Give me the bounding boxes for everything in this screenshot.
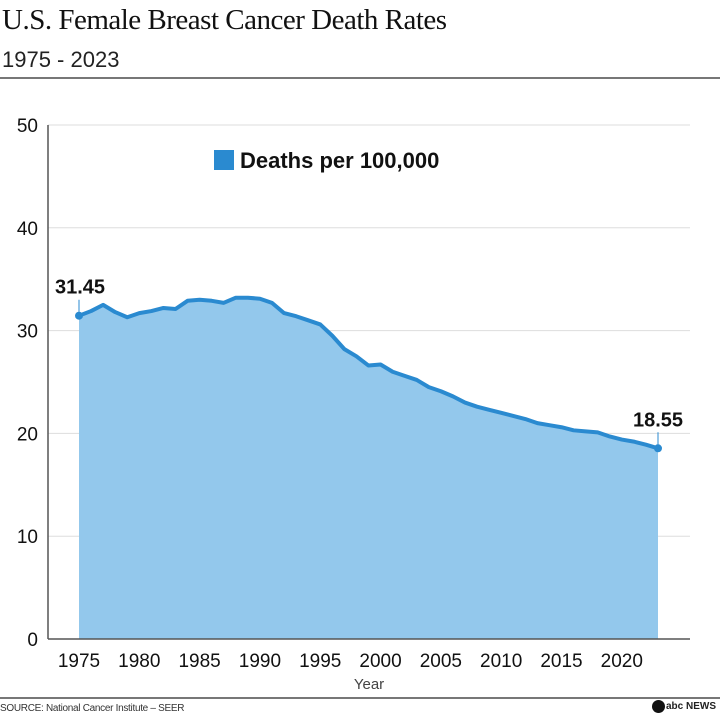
x-tick-label: 2020	[601, 651, 643, 672]
x-tick-label: 1990	[239, 651, 281, 672]
abc-news-logo: abc NEWS	[651, 700, 716, 713]
x-tick-label: 2005	[420, 651, 462, 672]
y-tick-label: 40	[17, 219, 38, 240]
annotation-point	[654, 444, 662, 453]
y-tick-label: 30	[17, 322, 38, 343]
x-tick-label: 2000	[359, 651, 401, 672]
legend-swatch	[214, 150, 234, 170]
divider	[0, 77, 720, 79]
logo-mark	[651, 700, 665, 713]
x-tick-label: 1975	[58, 651, 100, 672]
logo-text: abc NEWS	[665, 701, 716, 712]
divider	[0, 697, 720, 699]
x-tick-label: 1980	[118, 651, 160, 672]
y-tick-label: 50	[17, 116, 38, 137]
x-tick-label: 2015	[540, 651, 582, 672]
chart-subtitle: 1975 - 2023	[2, 47, 120, 72]
x-tick-label: 1995	[299, 651, 341, 672]
series-line	[78, 295, 659, 451]
x-tick-label: 1985	[178, 651, 220, 672]
annotation-label: 31.45	[55, 277, 105, 299]
annotation-point	[75, 311, 83, 320]
y-tick-label: 10	[17, 527, 38, 548]
source-note: SOURCE: National Cancer Institute – SEER	[0, 703, 185, 714]
y-tick-label: 20	[17, 424, 38, 445]
x-axis-label: Year	[354, 676, 384, 693]
y-tick-label: 0	[27, 630, 38, 651]
area-fill	[79, 297, 658, 639]
legend-label: Deaths per 100,000	[240, 148, 439, 173]
x-tick-label: 2010	[480, 651, 522, 672]
chart-title: U.S. Female Breast Cancer Death Rates	[2, 4, 447, 36]
annotation-label: 18.55	[633, 409, 683, 431]
